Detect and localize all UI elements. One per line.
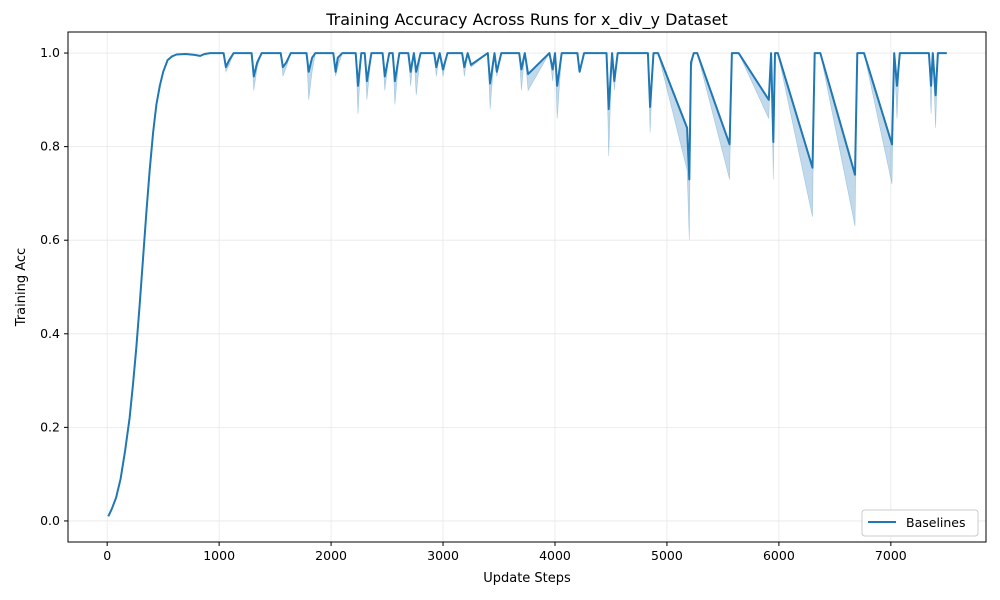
y-tick-label: 0.2 xyxy=(40,419,60,434)
chart-title: Training Accuracy Across Runs for x_div_… xyxy=(325,10,728,30)
x-tick-label: 4000 xyxy=(539,548,571,563)
y-axis-ticks: 0.0 0.2 0.4 0.6 0.8 1.0 xyxy=(40,45,68,528)
x-tick-label: 0 xyxy=(103,548,111,563)
y-tick-label: 0.8 xyxy=(40,139,60,154)
y-tick-label: 0.4 xyxy=(40,326,60,341)
x-tick-label: 5000 xyxy=(651,548,683,563)
x-tick-label: 7000 xyxy=(875,548,907,563)
grid-layer xyxy=(68,32,986,542)
line-layer xyxy=(107,52,947,517)
series-band-baselines xyxy=(108,51,947,517)
legend: Baselines xyxy=(861,509,979,537)
x-axis-label: Update Steps xyxy=(483,571,571,586)
x-tick-label: 2000 xyxy=(315,548,347,563)
legend-label-baselines: Baselines xyxy=(906,515,966,530)
y-tick-label: 1.0 xyxy=(40,45,60,60)
y-tick-label: 0.0 xyxy=(40,513,60,528)
band-layer xyxy=(108,51,947,517)
x-tick-label: 3000 xyxy=(427,548,459,563)
series-line-baselines xyxy=(107,52,947,517)
y-tick-label: 0.6 xyxy=(40,232,60,247)
x-axis-ticks: 0 1000 2000 3000 4000 5000 6000 7000 xyxy=(103,542,907,563)
legend-box xyxy=(861,509,979,537)
plot-frame xyxy=(67,31,987,543)
y-axis-label: Training Acc xyxy=(14,248,29,327)
x-tick-label: 6000 xyxy=(763,548,795,563)
x-tick-label: 1000 xyxy=(203,548,235,563)
